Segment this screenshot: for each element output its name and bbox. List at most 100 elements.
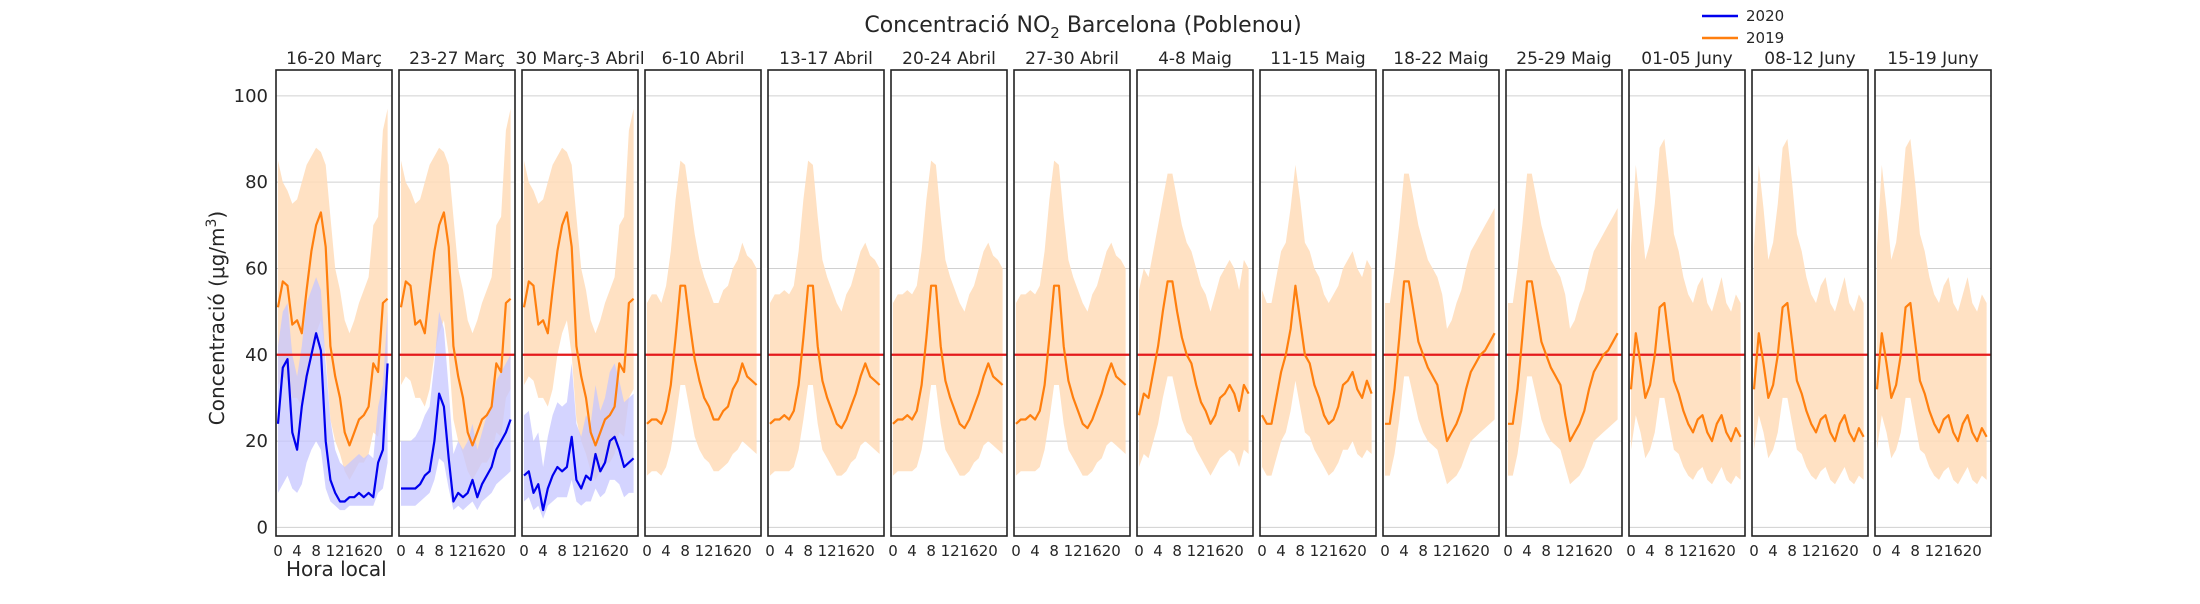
x-tick-label: 0 <box>273 542 283 560</box>
title-suffix: Barcelona (Poblenou) <box>1060 13 1302 38</box>
line-2019-1 <box>399 211 512 447</box>
x-tick-label: 16 <box>714 542 733 560</box>
panel-title: 27-30 Abril <box>1025 49 1119 69</box>
x-tick-label: 0 <box>396 542 406 560</box>
x-tick-label: 20 <box>610 542 629 560</box>
x-tick-label: 12 <box>1187 542 1206 560</box>
line-2019-2 <box>522 211 635 447</box>
x-tick-label: 8 <box>434 542 444 560</box>
band-2019-8 <box>1262 164 1372 476</box>
x-tick-label: 8 <box>1787 542 1797 560</box>
x-tick-label: 0 <box>1011 542 1021 560</box>
x-tick-label: 0 <box>1872 542 1882 560</box>
band-2019-7 <box>1139 173 1249 476</box>
x-tick-label: 4 <box>784 542 794 560</box>
x-tick-label: 16 <box>1575 542 1594 560</box>
line-2019-10 <box>1508 280 1619 443</box>
panel-frame <box>1751 69 1869 537</box>
legend: 2020 2019 <box>1702 7 1784 47</box>
panel-frame <box>767 69 885 537</box>
y-tick-label: 80 <box>245 172 268 193</box>
x-tick-label: 8 <box>1049 542 1059 560</box>
line-2020-0 <box>276 332 389 503</box>
panel-title: 18-22 Maig <box>1393 49 1488 69</box>
x-tick-label: 0 <box>888 542 898 560</box>
ylabel-suffix: ) <box>205 211 229 219</box>
legend-label-2020: 2020 <box>1746 7 1784 25</box>
x-tick-label: 0 <box>1257 542 1267 560</box>
x-tick-label: 12 <box>572 542 591 560</box>
x-tick-label: 20 <box>364 542 383 560</box>
chart-title: Concentració NO2 Barcelona (Poblenou) <box>864 13 1301 42</box>
x-tick-label: 16 <box>1944 542 1963 560</box>
panel-frame <box>1628 69 1746 537</box>
panel-frame <box>1013 69 1131 537</box>
y-tick-label: 40 <box>245 345 268 366</box>
x-tick-label: 0 <box>519 542 529 560</box>
x-tick-label: 16 <box>1329 542 1348 560</box>
line-2019-3 <box>646 284 758 425</box>
x-tick-label: 0 <box>1134 542 1144 560</box>
panel-1: 23-27 Març 0 4 8 12 16 20 <box>396 49 516 560</box>
band-2019-5 <box>893 160 1003 476</box>
x-tick-label: 20 <box>979 542 998 560</box>
band-2019-4 <box>770 160 880 476</box>
panel-frame <box>275 69 393 537</box>
x-tick-label: 16 <box>1206 542 1225 560</box>
panel-title: 25-29 Maig <box>1516 49 1611 69</box>
x-tick-label: 8 <box>926 542 936 560</box>
panel-8: 11-15 Maig 0 4 8 12 16 20 <box>1257 49 1377 560</box>
x-tick-label: 16 <box>960 542 979 560</box>
band-2019-9 <box>1385 173 1495 485</box>
x-tick-label: 12 <box>1556 542 1575 560</box>
panel-11: 01-05 Juny 0 4 8 12 16 20 <box>1626 49 1746 560</box>
x-tick-label: 20 <box>1594 542 1613 560</box>
panel-7: 4-8 Maig 0 4 8 12 16 20 <box>1134 49 1254 560</box>
y-tick-label: 100 <box>234 86 268 107</box>
x-tick-label: 4 <box>661 542 671 560</box>
line-2020-2 <box>523 435 635 512</box>
x-tick-label: 16 <box>837 542 856 560</box>
panel-title: 20-24 Abril <box>902 49 996 69</box>
x-tick-label: 0 <box>1380 542 1390 560</box>
band-2020-0 <box>278 277 388 511</box>
x-tick-label: 4 <box>538 542 548 560</box>
band-2019-10 <box>1508 173 1618 485</box>
panel-title: 4-8 Maig <box>1158 49 1232 69</box>
x-tick-label: 20 <box>1348 542 1367 560</box>
x-tick-label: 16 <box>1821 542 1840 560</box>
line-2020-1 <box>401 392 512 503</box>
panel-title: 6-10 Abril <box>662 49 745 69</box>
panel-frame <box>1259 69 1377 537</box>
band-2019-11 <box>1631 139 1741 485</box>
panel-frame <box>1505 69 1623 537</box>
panel-title: 08-12 Juny <box>1764 49 1855 69</box>
x-tick-label: 20 <box>856 542 875 560</box>
title-prefix: Concentració NO <box>864 13 1050 38</box>
y-tick-label: 0 <box>257 517 268 538</box>
x-tick-label: 12 <box>1925 542 1944 560</box>
x-tick-label: 20 <box>1963 542 1982 560</box>
panel-frame <box>644 69 762 537</box>
x-tick-label: 12 <box>1310 542 1329 560</box>
x-tick-label: 20 <box>733 542 752 560</box>
band-2019-12 <box>1754 139 1864 485</box>
panel-frame <box>1382 69 1500 537</box>
x-tick-label: 4 <box>1276 542 1286 560</box>
x-tick-label: 4 <box>907 542 917 560</box>
x-tick-label: 20 <box>487 542 506 560</box>
x-tick-label: 4 <box>292 542 302 560</box>
y-axis-label: Concentració (μg/m3) <box>204 211 229 426</box>
x-tick-label: 8 <box>803 542 813 560</box>
panel-10: 25-29 Maig 0 4 8 12 16 20 <box>1503 49 1623 560</box>
panel-0: 16-20 Març 0 4 8 12 16 20 <box>273 49 393 560</box>
panel-title: 01-05 Juny <box>1641 49 1732 69</box>
x-tick-label: 12 <box>1679 542 1698 560</box>
x-tick-label: 8 <box>1664 542 1674 560</box>
band-2019-1 <box>401 108 511 480</box>
x-tick-label: 4 <box>1030 542 1040 560</box>
line-2019-12 <box>1752 301 1865 443</box>
x-tick-label: 12 <box>818 542 837 560</box>
